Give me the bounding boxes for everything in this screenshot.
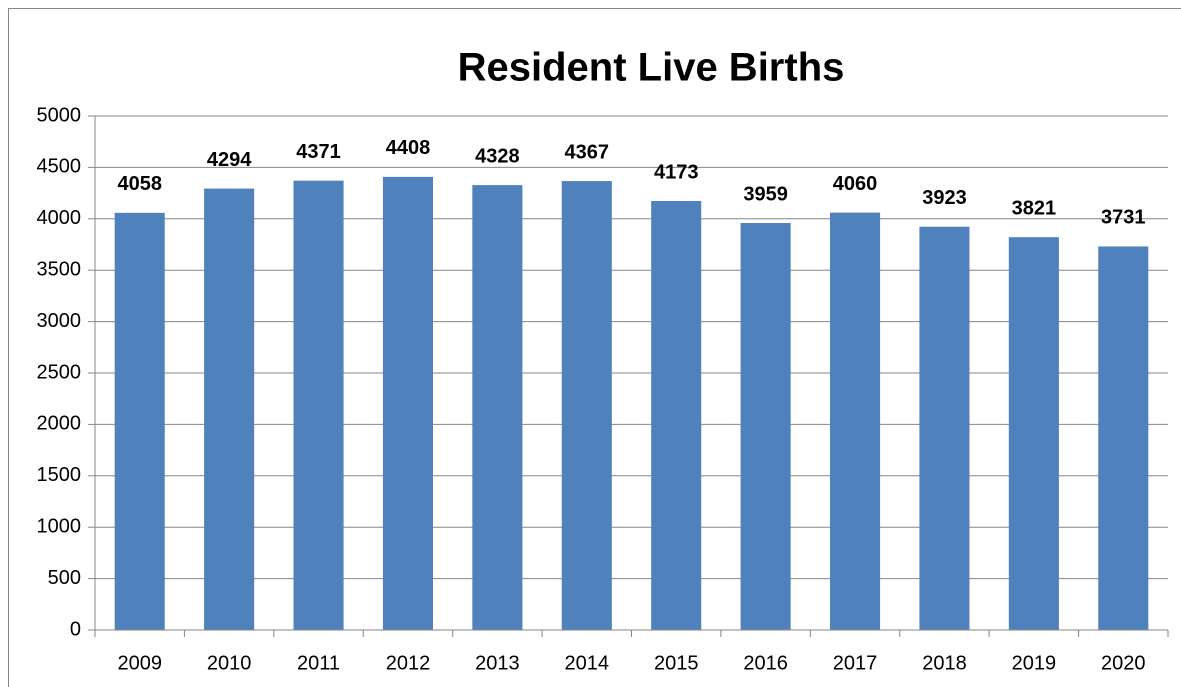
bar (561, 181, 612, 631)
data-label: 4371 (296, 141, 341, 163)
data-label: 3731 (1101, 207, 1146, 229)
chart-title: Resident Live Births (458, 46, 845, 90)
bar (1098, 246, 1149, 631)
data-label: 4408 (386, 137, 431, 159)
bar (651, 201, 702, 630)
bar (740, 223, 791, 630)
data-label: 4367 (565, 141, 610, 163)
y-tick-label: 1500 (37, 464, 82, 486)
data-label: 4328 (475, 145, 520, 167)
y-tick-label: 3000 (37, 310, 82, 332)
x-tick-label: 2018 (922, 652, 967, 674)
x-tick-label: 2013 (475, 652, 520, 674)
data-label: 4058 (117, 173, 162, 195)
x-tick-label: 2020 (1101, 652, 1146, 674)
data-label: 3821 (1012, 197, 1057, 219)
bar (919, 226, 970, 630)
data-label: 3959 (743, 183, 788, 205)
x-tick-label: 2011 (297, 652, 340, 674)
data-label: 3923 (922, 187, 967, 209)
bar (204, 188, 255, 631)
y-tick-label: 500 (48, 567, 81, 589)
y-tick-label: 5000 (37, 104, 82, 126)
y-tick-label: 2500 (37, 361, 82, 383)
bar (293, 180, 344, 630)
y-tick-label: 4000 (37, 207, 82, 229)
x-tick-label: 2010 (207, 652, 252, 674)
x-tick-label: 2012 (386, 652, 431, 674)
x-tick-label: 2016 (743, 652, 788, 674)
bar (830, 212, 881, 630)
data-label: 4060 (833, 173, 878, 195)
x-tick-label: 2017 (833, 652, 878, 674)
y-tick-label: 3500 (37, 258, 82, 280)
data-label: 4294 (207, 149, 252, 171)
x-tick-label: 2019 (1012, 652, 1057, 674)
bar (1008, 237, 1059, 630)
x-tick-label: 2015 (654, 652, 699, 674)
bar (382, 176, 433, 630)
y-tick-label: 0 (70, 618, 81, 640)
x-tick-label: 2009 (117, 652, 162, 674)
data-label: 4173 (654, 161, 699, 183)
chart-border (8, 8, 1181, 687)
y-tick-label: 1000 (37, 515, 82, 537)
x-tick-label: 2014 (565, 652, 610, 674)
bar (472, 185, 523, 630)
y-tick-label: 4500 (37, 156, 82, 178)
bar (114, 212, 165, 631)
y-tick-label: 2000 (37, 413, 82, 435)
